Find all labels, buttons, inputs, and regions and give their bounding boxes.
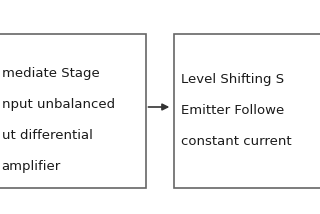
FancyBboxPatch shape: [0, 34, 146, 188]
Text: Emitter Followe: Emitter Followe: [181, 104, 284, 117]
Text: constant current: constant current: [181, 135, 292, 148]
Text: Level Shifting S: Level Shifting S: [181, 73, 284, 86]
Text: mediate Stage: mediate Stage: [2, 67, 99, 80]
Text: nput unbalanced: nput unbalanced: [2, 98, 115, 111]
Text: amplifier: amplifier: [2, 160, 61, 174]
FancyBboxPatch shape: [174, 34, 320, 188]
Text: ut differential: ut differential: [2, 129, 92, 143]
